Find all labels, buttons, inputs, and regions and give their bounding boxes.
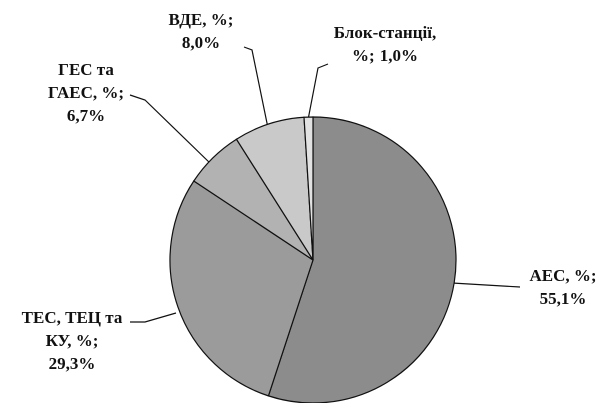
pie-slice [267,116,457,403]
leader-lines [129,46,521,323]
slice-label: ВДЕ, %; 8,0% [161,8,241,54]
slice-label: Блок-станції, %; 1,0% [324,21,446,67]
leader-line [129,94,213,166]
category-label: ТЕС, ТЕЦ та КУ, %; [21,308,123,350]
slice-label: АЕС, %; 55,1% [508,264,613,310]
value-label: 6,7% [66,106,106,125]
slice-label: ТЕС, ТЕЦ та КУ, %; 29,3% [12,306,132,375]
pie-slice [169,180,314,397]
value-label: 8,0% [181,33,221,52]
slice-label: ГЕС та ГАЕС, %; 6,7% [40,58,132,127]
value-label: 29,3% [48,354,96,373]
category-label: ВДЕ, %; [168,10,234,29]
pie-slice [303,116,314,261]
category-label: Блок-станції, %; [333,23,437,65]
leader-line [130,312,177,323]
category-label: ГЕС та ГАЕС, %; [47,60,125,102]
category-label: АЕС, %; [529,266,597,285]
leader-line [451,282,521,288]
value-label: 1,0% [379,46,418,65]
value-label: 55,1% [539,289,587,308]
leader-line [243,46,269,129]
leader-line [306,63,329,126]
